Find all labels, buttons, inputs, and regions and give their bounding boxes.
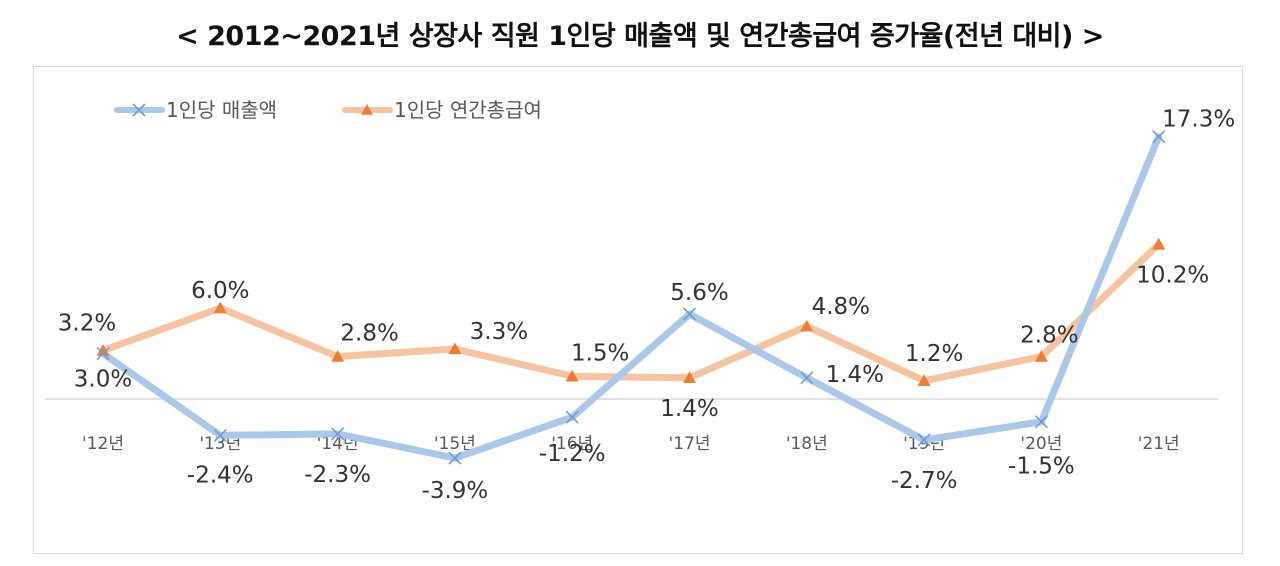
x-tick-label: '15년 [434,434,476,454]
salary-point [331,350,345,362]
legend-label-salary: 1인당 연간총급여 [394,98,542,122]
salary-data-label: 1.2% [905,341,963,367]
x-tick-label: '18년 [786,434,828,454]
salary-point [917,374,931,387]
chart-frame [33,66,1243,554]
series-line-salary [99,240,1163,385]
cross-stroke [331,427,345,441]
revenue-data-label: 17.3% [1162,107,1235,133]
revenue-point [448,451,462,465]
revenue-data-label: -2.3% [304,462,371,488]
cross-stroke [213,428,227,442]
salary-data-label: 1.4% [660,396,718,422]
salary-data-label: 3.3% [470,319,528,345]
legend-label-revenue: 1인당 매출액 [166,98,277,122]
salary-point [96,343,110,356]
cross-stroke [800,371,814,385]
cross-stroke [1152,130,1166,144]
legend-marker-revenue [132,103,146,117]
cross-stroke [917,433,931,447]
revenue-point [1152,130,1166,144]
salary-point [1034,350,1048,362]
salary-data-label: 2.8% [340,321,398,347]
salary-data-label: 4.8% [812,294,870,320]
cross-stroke [682,307,697,321]
revenue-data-label: 1.4% [826,362,884,388]
series-line-revenue [99,133,1163,462]
chart-title: < 2012~2021년 상장사 직원 1인당 매출액 및 연간총급여 증가율(… [176,21,1104,52]
x-tick-label: '13년 [199,434,241,454]
revenue-point [917,433,931,447]
x-tick-label: '21년 [1138,434,1180,454]
salary-point [800,319,814,332]
salary-point [213,301,227,314]
x-tick-label: '16년 [551,434,593,454]
revenue-data-label: 5.6% [670,280,728,306]
salary-point [1152,237,1166,250]
revenue-point [96,346,110,361]
cross-stroke [448,451,462,465]
revenue-point [213,428,227,442]
revenue-point [800,371,814,385]
revenue-point [1034,415,1048,429]
cross-stroke [565,410,579,424]
salary-data-label: 2.8% [1020,323,1078,349]
revenue-data-label: 3.0% [74,367,132,393]
revenue-data-label: -2.7% [891,468,958,494]
salary-point [565,369,579,382]
revenue-data-label: -3.9% [422,478,489,504]
cross-stroke [132,103,146,117]
revenue-data-label: -1.2% [539,441,606,467]
revenue-data-label: -2.4% [187,462,254,488]
salary-point [448,342,462,355]
revenue-data-label: -1.5% [1008,454,1075,480]
revenue-point [565,410,579,424]
salary-data-label: 1.5% [571,340,629,366]
x-tick-label: '20년 [1020,434,1062,454]
salary-data-label: 10.2% [1136,262,1209,288]
salary-data-label: 6.0% [191,278,249,304]
x-tick-label: '12년 [82,434,124,454]
salary-point [683,371,696,383]
revenue-point [682,307,697,321]
salary-data-label: 3.2% [58,310,116,336]
cross-stroke [96,346,110,361]
revenue-point [331,427,345,441]
x-tick-label: '17년 [669,434,711,454]
legend-marker-salary [361,104,373,115]
cross-stroke [1034,415,1048,429]
